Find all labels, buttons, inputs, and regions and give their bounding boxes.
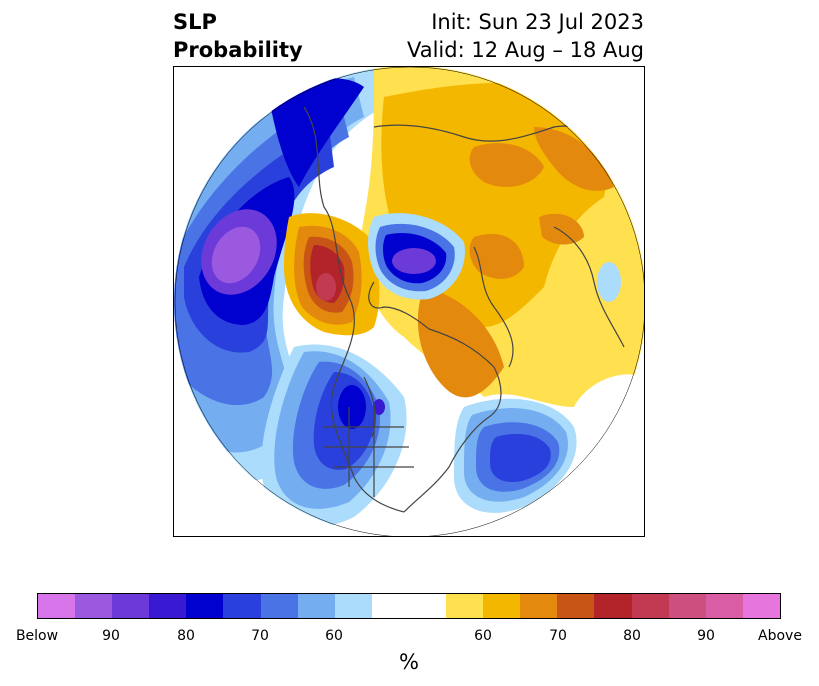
polar-map-svg <box>174 67 644 536</box>
colorbar-segment <box>483 594 521 618</box>
tick-label: 70 <box>549 628 567 644</box>
colorbar-segment <box>742 594 780 618</box>
tick-label: Below <box>15 628 59 644</box>
tick-label: 80 <box>177 628 195 644</box>
alaska-blue-band <box>269 78 364 187</box>
tick-label: Above <box>758 628 802 644</box>
title-line-1: SLP <box>173 10 217 34</box>
valid-range: Valid: 12 Aug – 18 Aug <box>406 38 644 62</box>
colorbar-segment <box>334 594 372 618</box>
title-line-2: Probability <box>173 38 303 62</box>
colorbar <box>37 593 781 619</box>
date-info: Init: Sun 23 Jul 2023 Valid: 12 Aug – 18… <box>407 8 644 64</box>
colorbar-segment <box>149 594 187 618</box>
colorbar-segment <box>223 594 261 618</box>
probability-field <box>174 67 644 536</box>
colorbar-segment <box>594 594 632 618</box>
colorbar-segment <box>186 594 224 618</box>
colorbar-segment <box>75 594 113 618</box>
tick-label: 90 <box>697 628 715 644</box>
colorbar-segment <box>38 594 76 618</box>
europe-below-patch <box>597 262 621 302</box>
colorbar-segment <box>520 594 558 618</box>
colorbar-segment <box>668 594 706 618</box>
tick-label: 60 <box>325 628 343 644</box>
init-date: Init: Sun 23 Jul 2023 <box>431 10 644 34</box>
tick-label: 70 <box>251 628 269 644</box>
colorbar-segment <box>112 594 150 618</box>
colorbar-segment <box>631 594 669 618</box>
colorbar-segment <box>260 594 298 618</box>
colorbar-segment <box>705 594 743 618</box>
tick-label: 80 <box>623 628 641 644</box>
tick-label: 60 <box>474 628 492 644</box>
colorbar-segment <box>371 594 447 618</box>
colorbar-unit: % <box>399 650 419 674</box>
colorbar-segment <box>557 594 595 618</box>
colorbar-segment <box>446 594 484 618</box>
tick-label: 90 <box>102 628 120 644</box>
polar-map <box>173 66 645 537</box>
colorbar-segment <box>297 594 335 618</box>
map-title: SLP Probability <box>173 8 303 64</box>
